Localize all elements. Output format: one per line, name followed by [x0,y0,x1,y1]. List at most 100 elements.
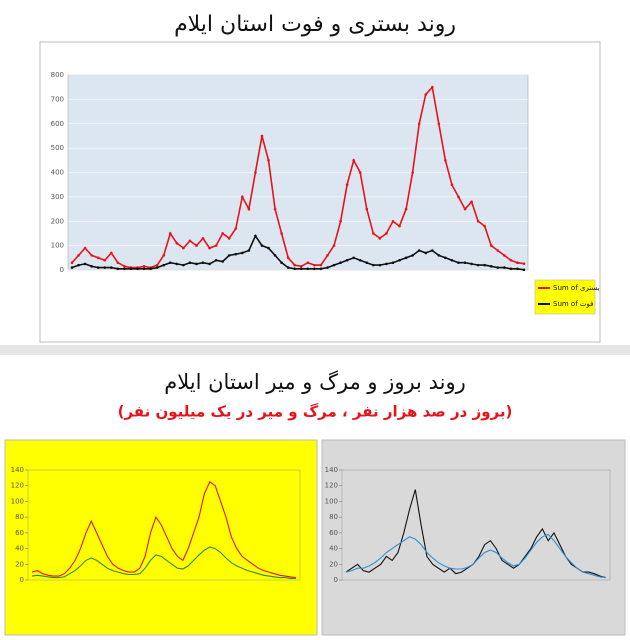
point [378,263,382,267]
point [201,237,205,240]
point [516,267,519,271]
point [234,227,238,230]
point [385,262,388,266]
point [83,262,87,266]
point [339,261,342,264]
y-tick-label: 80 [15,513,24,521]
y-tick-label: 40 [329,545,338,553]
point [227,237,231,240]
point [372,263,375,267]
point [378,237,382,240]
point [430,85,434,89]
plot-area [27,469,301,581]
y-tick-label: 100 [51,242,64,250]
y-tick-label: 800 [51,71,64,79]
point [404,207,408,211]
line-series [71,234,525,271]
point [77,263,80,267]
point [129,267,133,271]
point [352,159,355,162]
point [116,267,120,271]
point [489,244,493,247]
point [221,232,224,235]
point [123,265,126,268]
point [90,254,93,257]
point [365,261,369,264]
point [352,256,355,260]
point [391,261,395,264]
point [96,256,100,260]
point [286,266,290,269]
y-tick-label: 700 [51,95,64,103]
y-tick-label: 80 [329,513,338,521]
line-series [31,480,297,579]
point [483,263,486,267]
point [227,254,231,257]
point [306,261,310,264]
point [306,267,310,271]
point [450,183,454,186]
point [293,267,297,271]
point [509,258,513,262]
point [142,267,146,271]
point [326,266,329,269]
point [103,266,107,269]
y-tick-label: 120 [325,482,338,490]
point [319,263,323,267]
point [201,261,205,264]
point [286,256,290,260]
point [299,265,303,268]
point [155,263,159,267]
point [358,258,362,262]
point [385,232,388,235]
point [503,266,506,269]
point [398,258,401,262]
point [123,267,126,271]
point [339,219,342,223]
point [254,234,257,238]
separator [0,345,630,355]
y-tick-label: 300 [51,193,64,201]
point [372,232,375,235]
subtitle: (بروز در صد هزار نفر ، مرگ و میر در یک م… [118,403,513,421]
point [90,265,93,268]
point [430,249,434,252]
point [463,261,467,264]
point [509,267,513,271]
point [214,244,218,247]
point [522,268,526,272]
point [398,224,401,228]
point [168,261,172,264]
point [293,263,297,267]
point [476,219,480,223]
y-tick-label: 60 [15,529,24,537]
point [221,260,224,263]
point [247,207,251,211]
point [208,246,211,250]
point [267,246,270,250]
point [463,207,467,211]
point [273,207,277,211]
point [247,249,251,252]
y-tick-label: 20 [15,560,24,568]
point [457,195,460,199]
point [96,266,100,269]
point [214,258,218,262]
point [110,251,113,255]
y-tick-label: 0 [60,266,64,274]
point [260,244,264,247]
y-tick-label: 0 [334,576,338,584]
point [496,266,500,269]
point [450,258,454,262]
point [365,207,369,211]
point [234,252,238,256]
point [155,266,159,269]
point [162,263,166,267]
point [391,219,395,223]
line-series [71,85,525,269]
point [162,254,166,257]
point [195,244,198,247]
point [254,171,257,174]
y-tick-label: 20 [329,560,338,568]
